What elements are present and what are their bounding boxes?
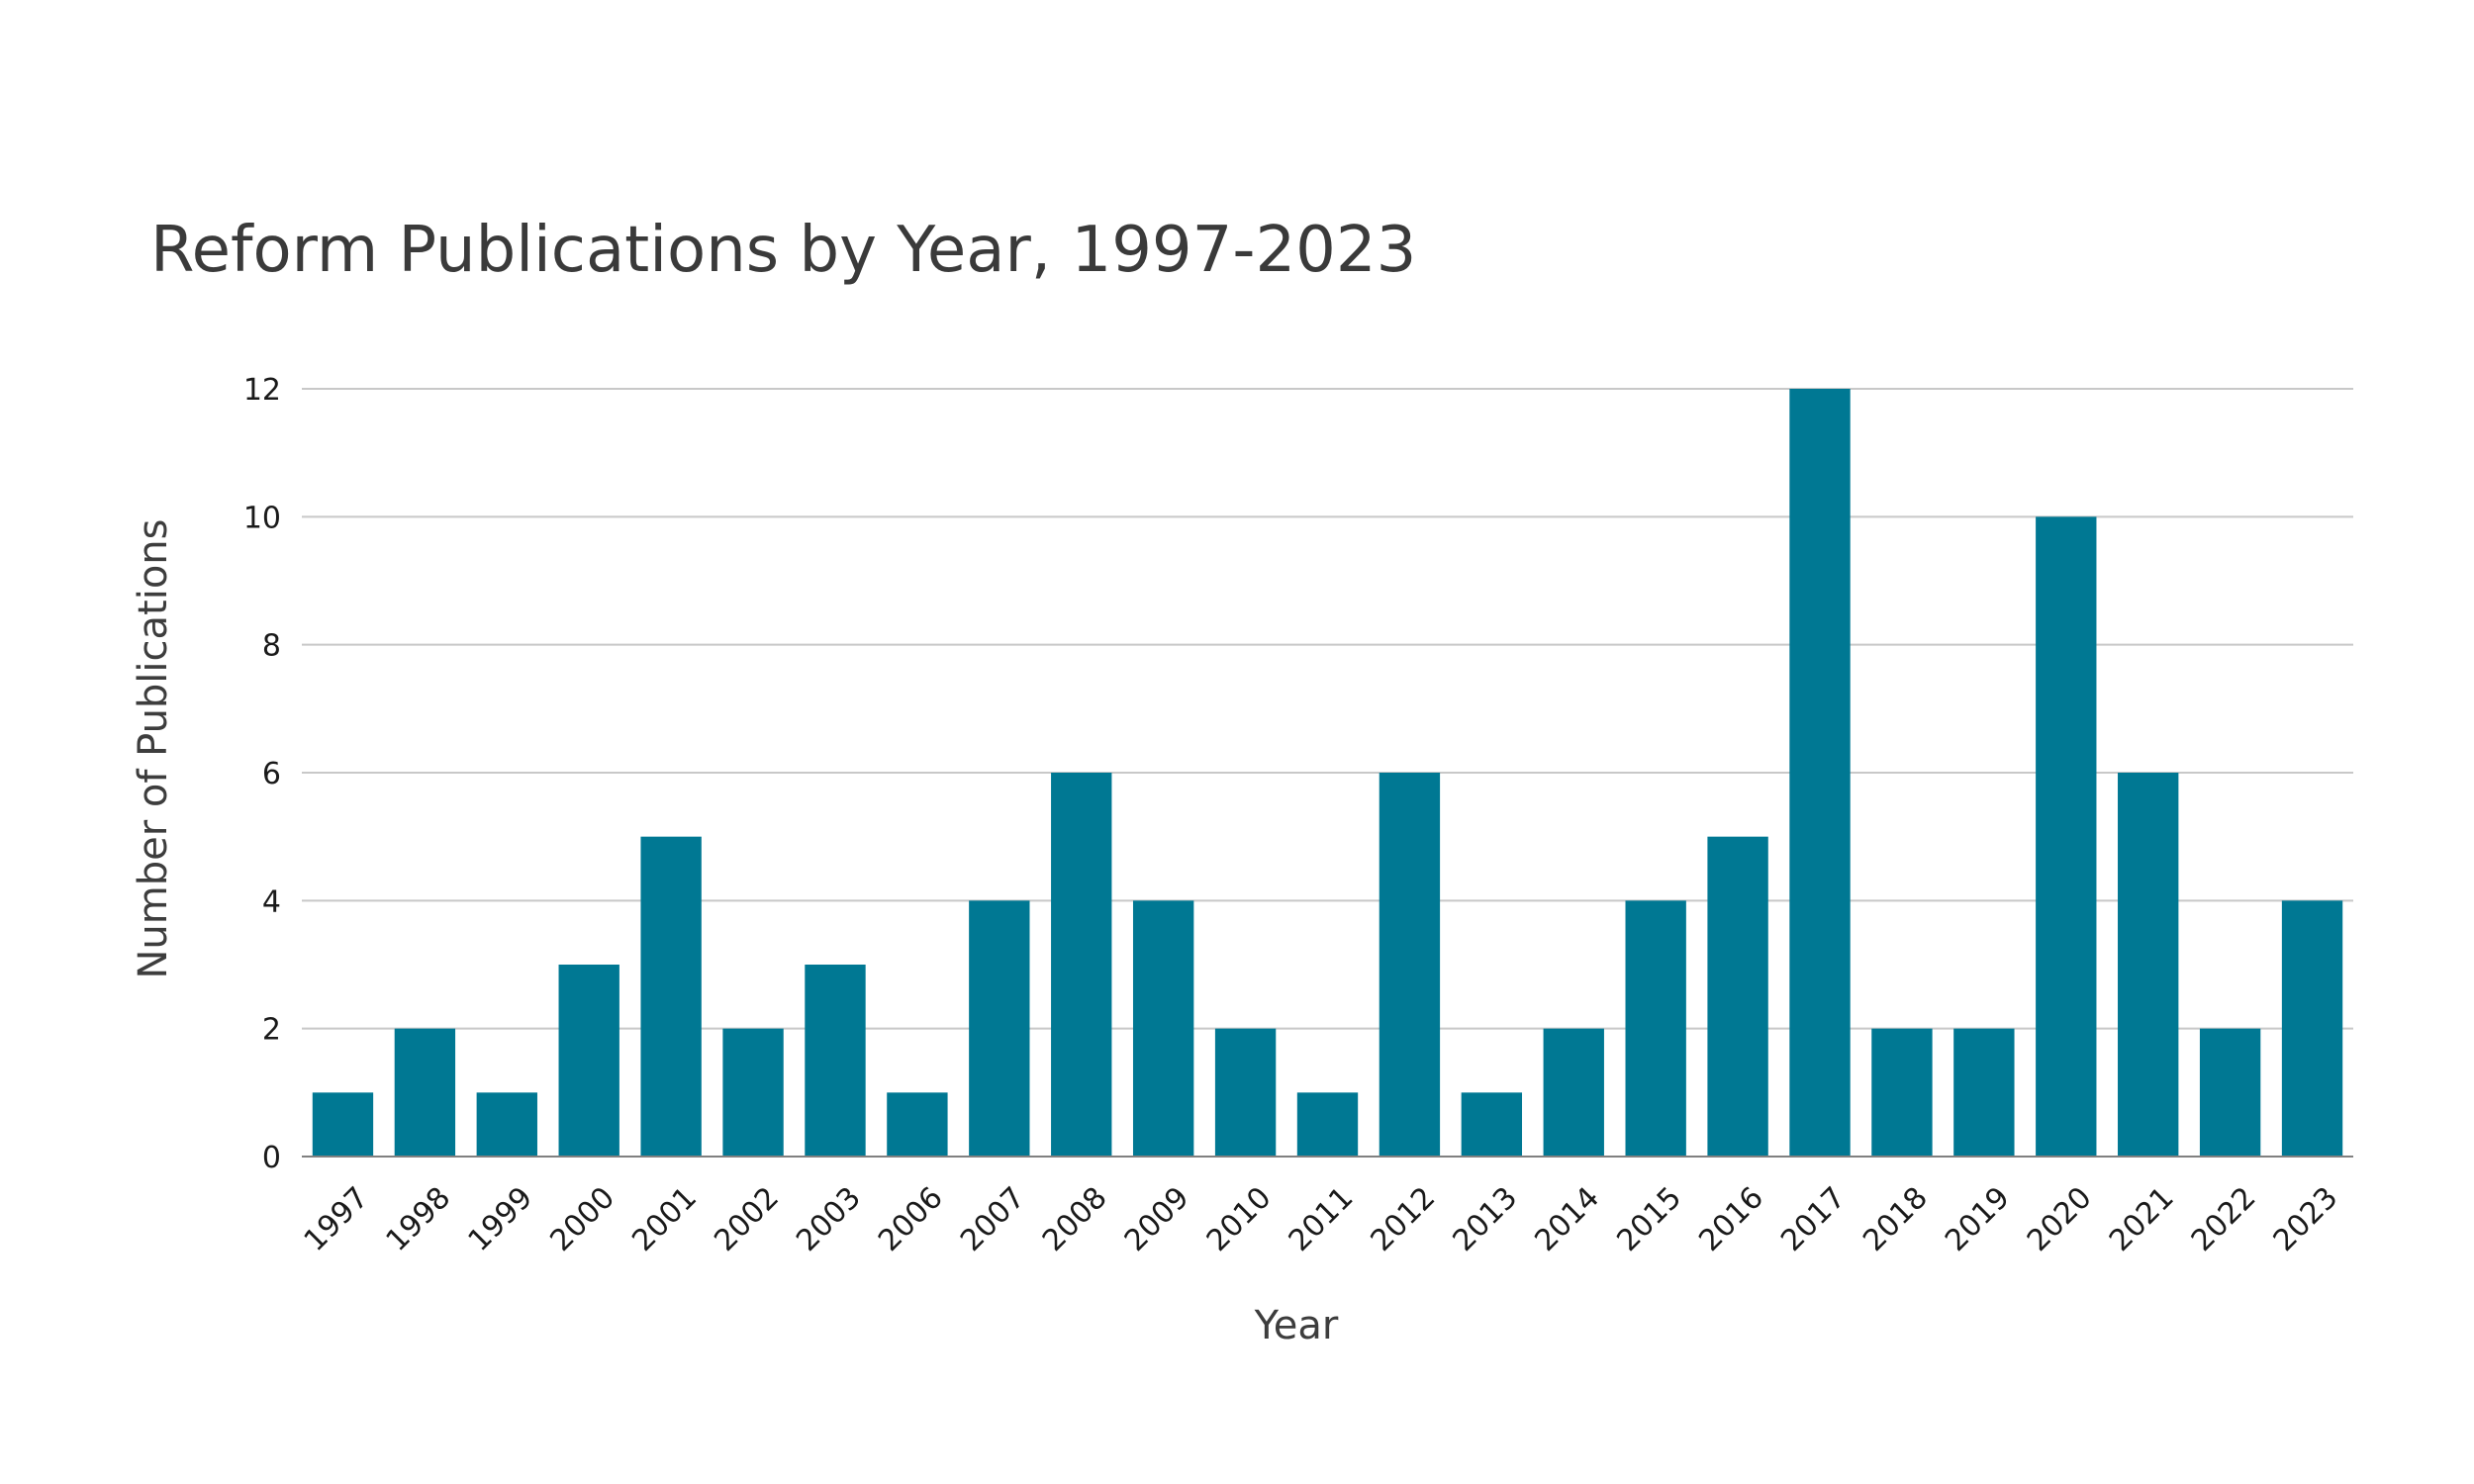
x-tick-label: 2013: [1447, 1180, 1525, 1258]
x-tick-label: 2012: [1365, 1180, 1443, 1258]
y-tick-label: 8: [262, 629, 281, 664]
y-tick-label: 4: [262, 884, 281, 919]
x-tick-label: 2010: [1200, 1180, 1279, 1258]
bar-1998: [394, 1028, 456, 1157]
bar-2007: [969, 900, 1030, 1157]
bar-2014: [1543, 1028, 1604, 1157]
y-tick-label: 2: [262, 1013, 281, 1048]
x-tick-label: 2015: [1610, 1180, 1688, 1258]
bar-2023: [2281, 900, 2343, 1157]
bar-2010: [1214, 1028, 1277, 1157]
x-tick-label: 2003: [790, 1180, 868, 1258]
bar-2020: [2036, 516, 2097, 1157]
bar-2002: [722, 1028, 784, 1157]
bar-2019: [1953, 1028, 2015, 1157]
x-tick-label: 2021: [2103, 1180, 2181, 1258]
bar-1997: [312, 1092, 374, 1157]
bar-2001: [640, 836, 702, 1157]
x-tick-label: 2018: [1856, 1180, 1935, 1258]
x-axis-title: Year: [1254, 1303, 1339, 1348]
x-tick-label: 2014: [1528, 1180, 1606, 1258]
bar-2022: [2199, 1028, 2261, 1157]
x-tick-label: 2020: [2021, 1180, 2099, 1258]
x-tick-label: 2016: [1692, 1180, 1770, 1258]
bar-2021: [2118, 773, 2179, 1157]
x-tick-label: 2009: [1118, 1180, 1196, 1258]
bar-2000: [558, 965, 619, 1157]
x-tick-label: 2011: [1283, 1180, 1361, 1258]
y-tick-label: 6: [262, 757, 281, 791]
x-axis-ticks: 1997 1998 1999 2000 2001 2002 2003 2006 2007 2008…: [298, 1180, 2345, 1258]
y-tick-label: 0: [262, 1141, 281, 1175]
bar-2003: [805, 965, 866, 1157]
y-tick-label: 10: [243, 501, 281, 535]
bar-2006: [887, 1092, 948, 1157]
x-tick-label: 2006: [872, 1180, 950, 1258]
bars: [312, 389, 2343, 1157]
x-tick-label: 1998: [380, 1180, 458, 1258]
bar-2017: [1789, 389, 1851, 1157]
x-tick-label: 2007: [954, 1180, 1032, 1258]
x-tick-label: 2023: [2267, 1180, 2345, 1258]
x-tick-label: 2002: [708, 1180, 786, 1258]
bar-2012: [1379, 773, 1441, 1157]
x-tick-label: 1999: [461, 1180, 539, 1258]
x-tick-label: 2022: [2185, 1180, 2263, 1258]
bar-2009: [1132, 900, 1194, 1157]
x-tick-label: 2008: [1036, 1180, 1114, 1258]
x-tick-label: 1997: [298, 1180, 376, 1258]
bar-2016: [1707, 836, 1768, 1157]
bar-2015: [1625, 900, 1686, 1157]
bar-2018: [1871, 1028, 1933, 1157]
chart-title: Reform Publications by Year, 1997-2023: [150, 214, 1416, 287]
bar-2013: [1461, 1092, 1523, 1157]
bar-2011: [1296, 1092, 1359, 1157]
y-axis-ticks: 0 2 4 6 8 10 12: [243, 373, 281, 1175]
x-tick-label: 2019: [1939, 1180, 2017, 1258]
y-tick-label: 12: [243, 373, 281, 408]
x-tick-label: 2001: [625, 1180, 704, 1258]
x-tick-label: 2017: [1774, 1180, 1853, 1258]
y-axis-title: Number of Publications: [131, 518, 176, 978]
bar-2008: [1051, 773, 1112, 1157]
bar-1999: [476, 1092, 537, 1157]
x-tick-label: 2000: [543, 1180, 621, 1258]
